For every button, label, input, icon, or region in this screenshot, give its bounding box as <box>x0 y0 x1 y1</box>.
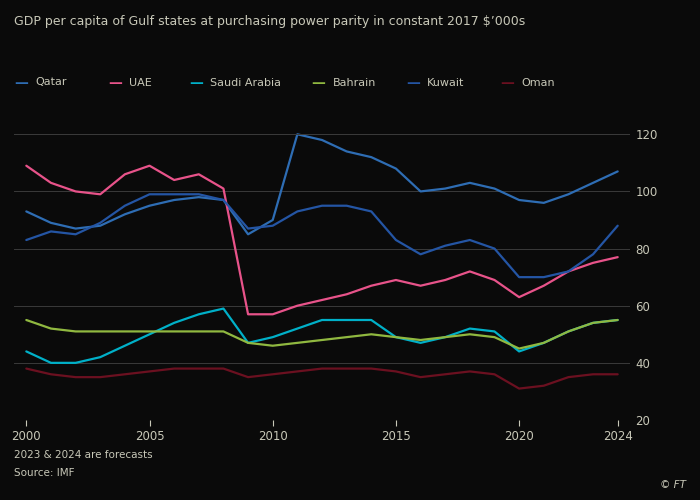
Text: —: — <box>312 76 326 90</box>
Text: © FT: © FT <box>660 480 686 490</box>
Text: —: — <box>14 76 28 90</box>
Text: —: — <box>189 76 203 90</box>
Text: Source: IMF: Source: IMF <box>14 468 74 477</box>
Text: Qatar: Qatar <box>35 78 66 88</box>
Text: Bahrain: Bahrain <box>332 78 376 88</box>
Text: 2023 & 2024 are forecasts: 2023 & 2024 are forecasts <box>14 450 153 460</box>
Text: —: — <box>500 76 514 90</box>
Text: GDP per capita of Gulf states at purchasing power parity in constant 2017 $’000s: GDP per capita of Gulf states at purchas… <box>14 15 525 28</box>
Text: —: — <box>108 76 122 90</box>
Text: Saudi Arabia: Saudi Arabia <box>210 78 281 88</box>
Text: UAE: UAE <box>130 78 153 88</box>
Text: Kuwait: Kuwait <box>427 78 464 88</box>
Text: —: — <box>406 76 420 90</box>
Text: Oman: Oman <box>522 78 555 88</box>
